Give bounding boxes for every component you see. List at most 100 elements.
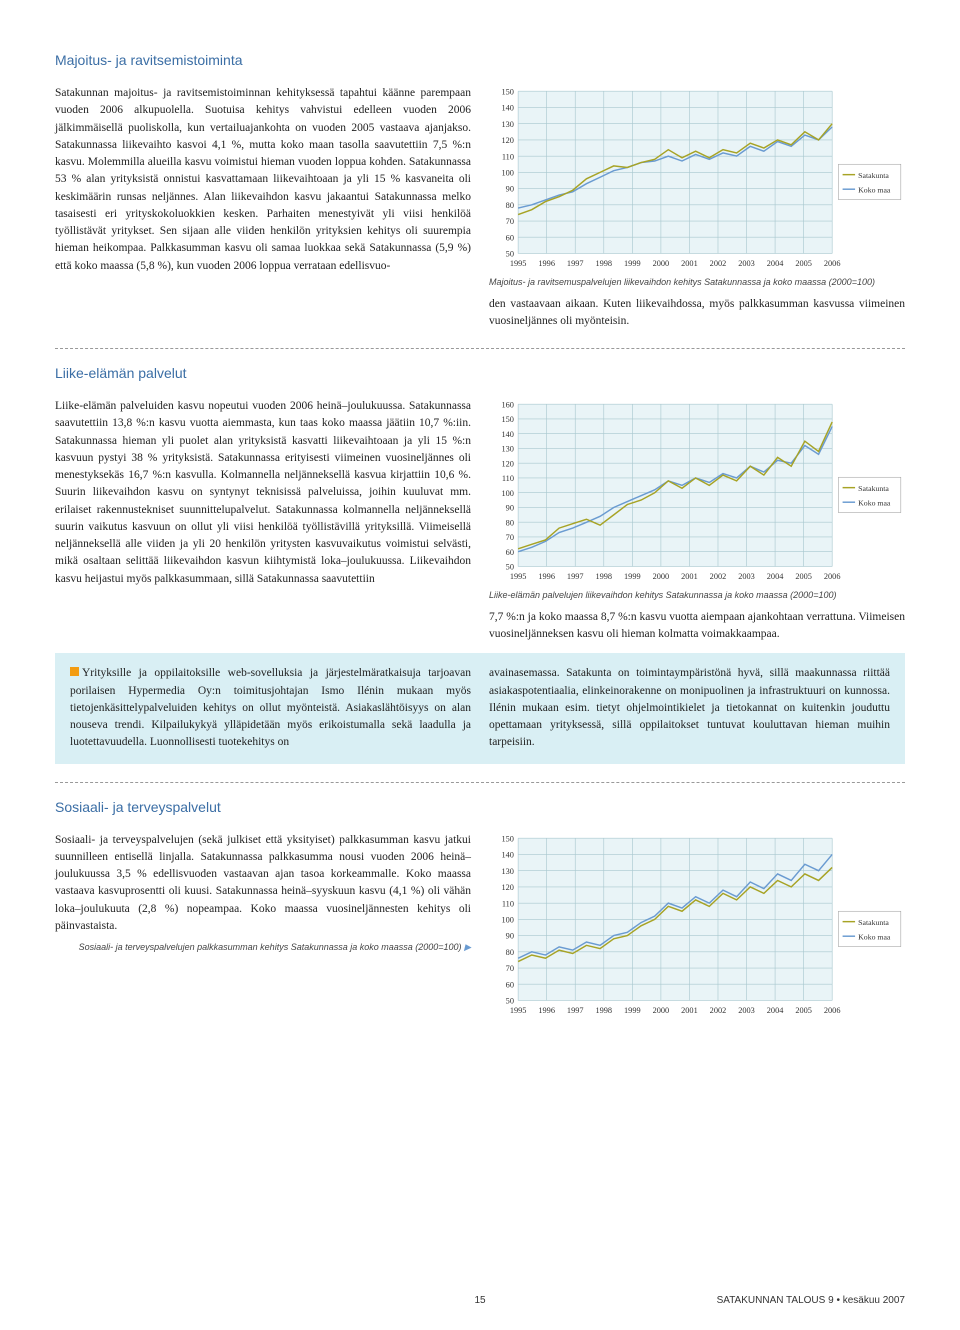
svg-text:Koko maa: Koko maa [858,185,891,194]
svg-text:2001: 2001 [681,1006,698,1015]
svg-text:2001: 2001 [681,572,698,581]
svg-text:2005: 2005 [795,259,812,268]
svg-text:100: 100 [502,915,514,924]
svg-text:1998: 1998 [595,1006,612,1015]
page-number: 15 [474,1293,485,1308]
svg-text:110: 110 [502,474,514,483]
svg-text:110: 110 [502,152,514,161]
svg-text:150: 150 [502,834,514,843]
after-chart-text: 7,7 %:n ja koko maassa 8,7 %:n kasvu vuo… [489,609,905,644]
section-title: Sosiaali- ja terveyspalvelut [55,797,905,818]
caption-span: Sosiaali- ja terveyspalvelujen palkkasum… [79,942,462,952]
svg-text:130: 130 [502,120,514,129]
page-footer: 15 SATAKUNNAN TALOUS 9 • kesäkuu 2007 [55,1293,905,1308]
svg-text:160: 160 [502,401,514,410]
chart-caption: Liike-elämän palvelujen liikevaihdon keh… [489,589,905,603]
section-divider [55,782,905,783]
chart-3: 50 60 70 80 90 100 110 120 130 140 150 1995 1996 1997… [489,832,905,1019]
section-title: Majoitus- ja ravitsemistoiminta [55,50,905,71]
chart-column: 50 60 70 80 90 100 110 120 130 140 150 1995 1996 1997… [489,832,905,1019]
arrow-icon: ▶ [464,942,471,952]
two-column-layout: Liike-elämän palveluiden kasvu nopeutui … [55,398,905,643]
svg-text:2000: 2000 [653,259,670,268]
svg-text:1997: 1997 [567,259,584,268]
svg-text:110: 110 [502,899,514,908]
svg-text:1999: 1999 [624,1006,641,1015]
info-text-left: Yrityksille ja oppilaitoksille web-sovel… [70,667,471,748]
footer-right: SATAKUNNAN TALOUS 9 • kesäkuu 2007 [717,1293,905,1308]
after-chart-text: den vastaavaan aikaan. Kuten liikevaihdo… [489,296,905,331]
svg-text:70: 70 [506,217,514,226]
two-column-layout: Sosiaali- ja terveyspalvelujen (sekä jul… [55,832,905,1019]
svg-text:2003: 2003 [738,259,755,268]
svg-text:150: 150 [502,415,514,424]
svg-text:90: 90 [506,185,514,194]
svg-text:100: 100 [502,168,514,177]
svg-text:140: 140 [502,104,514,113]
two-column-layout: Satakunnan majoitus- ja ravitsemistoimin… [55,85,905,330]
svg-text:100: 100 [502,489,514,498]
svg-text:1995: 1995 [510,1006,527,1015]
svg-text:2006: 2006 [824,259,841,268]
chart-1: 5060708090100110120130140150199519961997… [489,85,905,272]
svg-text:1998: 1998 [595,572,612,581]
svg-text:2000: 2000 [653,1006,670,1015]
svg-text:80: 80 [506,519,514,528]
svg-text:2000: 2000 [653,572,670,581]
svg-text:2001: 2001 [681,259,698,268]
chart-column: 5060708090100110120130140150199519961997… [489,85,905,330]
bullet-icon [70,667,79,676]
svg-text:1997: 1997 [567,572,584,581]
svg-text:2003: 2003 [738,572,755,581]
svg-text:1998: 1998 [595,259,612,268]
svg-text:60: 60 [506,548,514,557]
info-box-left: Yrityksille ja oppilaitoksille web-sovel… [70,665,471,751]
svg-text:2002: 2002 [710,259,727,268]
svg-text:80: 80 [506,201,514,210]
svg-text:1996: 1996 [538,1006,555,1015]
section-sosiaali: Sosiaali- ja terveyspalvelut Sosiaali- j… [55,797,905,1019]
svg-text:140: 140 [502,430,514,439]
svg-text:70: 70 [506,964,514,973]
svg-text:1995: 1995 [510,259,527,268]
section-title: Liike-elämän palvelut [55,363,905,384]
svg-text:70: 70 [506,533,514,542]
svg-text:50: 50 [506,996,514,1005]
svg-text:Satakunta: Satakunta [858,171,889,180]
svg-text:2006: 2006 [824,572,841,581]
body-text: Liike-elämän palveluiden kasvu nopeutui … [55,398,471,643]
svg-text:120: 120 [502,883,514,892]
svg-text:1999: 1999 [624,259,641,268]
svg-text:1997: 1997 [567,1006,584,1015]
svg-text:2004: 2004 [767,259,784,268]
svg-text:2002: 2002 [710,1006,727,1015]
chart-caption: Majoitus- ja ravitsemuspalvelujen liikev… [489,276,905,290]
svg-text:Satakunta: Satakunta [858,917,889,926]
svg-text:60: 60 [506,233,514,242]
body-text: Sosiaali- ja terveyspalvelujen (sekä jul… [55,832,471,1019]
chart-caption-inline: Sosiaali- ja terveyspalvelujen palkkasum… [55,941,471,955]
svg-text:Koko maa: Koko maa [858,499,891,508]
svg-text:2005: 2005 [795,1006,812,1015]
svg-text:2004: 2004 [767,1006,784,1015]
svg-text:140: 140 [502,850,514,859]
svg-text:90: 90 [506,504,514,513]
svg-text:80: 80 [506,948,514,957]
svg-text:2005: 2005 [795,572,812,581]
svg-text:150: 150 [502,87,514,96]
svg-text:130: 130 [502,866,514,875]
svg-text:60: 60 [506,980,514,989]
svg-text:1995: 1995 [510,572,527,581]
section-majoitus: Majoitus- ja ravitsemistoiminta Satakunn… [55,50,905,330]
svg-text:90: 90 [506,931,514,940]
svg-text:2002: 2002 [710,572,727,581]
svg-text:50: 50 [506,250,514,259]
svg-text:1996: 1996 [538,572,555,581]
svg-text:50: 50 [506,563,514,572]
chart-column: 5060708090100110120130140150160199519961… [489,398,905,643]
svg-text:120: 120 [502,136,514,145]
svg-text:130: 130 [502,445,514,454]
chart-2: 5060708090100110120130140150160199519961… [489,398,905,585]
svg-text:2003: 2003 [738,1006,755,1015]
info-box-right: avainasemassa. Satakunta on toimintaympä… [489,665,890,751]
